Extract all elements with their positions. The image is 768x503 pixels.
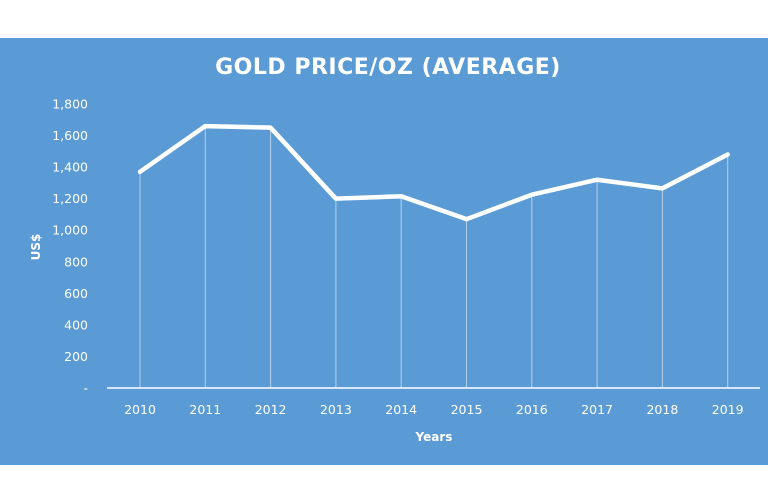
x-axis-title: Years: [415, 430, 453, 444]
x-tick-label: 2018: [646, 402, 678, 417]
x-tick-label: 2013: [320, 402, 352, 417]
x-tick-label: 2015: [451, 402, 483, 417]
y-tick-label: 800: [64, 254, 88, 269]
y-tick-label: 400: [64, 317, 88, 332]
y-tick-label: 1,000: [52, 223, 88, 238]
drop-lines: [139, 126, 729, 388]
x-tick-label: 2014: [385, 402, 417, 417]
x-tick-label: 2019: [712, 402, 744, 417]
y-axis-ticks: - 200 400 600 800 1,000 1,200 1,400 1,600 1,800: [52, 97, 88, 396]
chart-title: GOLD PRICE/OZ (AVERAGE): [215, 55, 561, 80]
y-tick-label: 1,400: [52, 160, 88, 175]
x-tick-label: 2016: [516, 402, 548, 417]
chart-panel: GOLD PRICE/OZ (AVERAGE) - 200 400 600 800 1,0…: [0, 38, 768, 465]
gold-price-line-chart: GOLD PRICE/OZ (AVERAGE) - 200 400 600 800 1,0…: [29, 55, 760, 444]
y-tick-label: 1,600: [52, 128, 88, 143]
x-tick-label: 2011: [189, 402, 221, 417]
y-axis-title: US$: [29, 234, 43, 261]
x-tick-label: 2010: [124, 402, 156, 417]
y-tick-label: 1,800: [52, 97, 88, 112]
y-tick-label: 1,200: [52, 191, 88, 206]
x-axis-ticks: 2010 2011 2012 2013 2014 2015 2016 2017 2018 2019: [124, 402, 744, 417]
y-tick-label: 600: [64, 286, 88, 301]
x-tick-label: 2017: [581, 402, 613, 417]
y-tick-label: -: [83, 381, 88, 396]
series-line: [137, 123, 730, 222]
y-tick-label: 200: [64, 349, 88, 364]
x-tick-label: 2012: [255, 402, 287, 417]
